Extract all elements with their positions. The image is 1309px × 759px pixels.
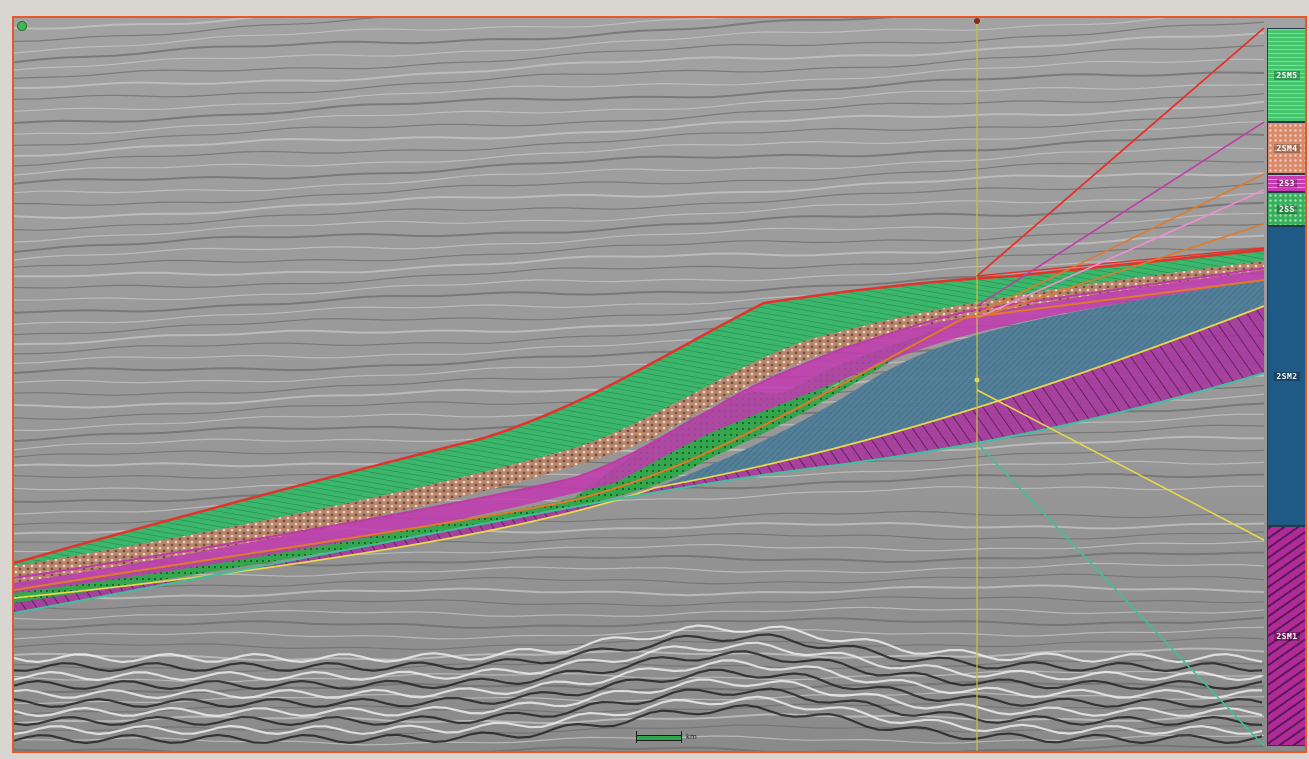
seismic-reflector: [14, 100, 1265, 157]
basement-reflector: [14, 659, 1263, 700]
horizon-top-red[interactable]: [14, 248, 1265, 565]
strat-unit-2sm5[interactable]: 2SM5: [1267, 28, 1305, 122]
basement-reflector: [14, 678, 1263, 718]
seismic-reflector: [14, 637, 1265, 651]
strat-unit-label: 2SM1: [1274, 631, 1300, 641]
seismic-reflector: [14, 744, 1265, 751]
tie-line-teal: [976, 442, 1265, 747]
seismic-reflector: [14, 71, 1265, 124]
seismic-reflector: [14, 192, 1265, 243]
seismic-reflector: [14, 45, 1265, 100]
unit-2sm5-polygon[interactable]: [14, 248, 1264, 566]
seismic-reflector: [14, 596, 1265, 610]
tie-line-red-2: [976, 247, 1265, 277]
seismic-reflector: [14, 121, 1265, 176]
unit-2sm4-polygon[interactable]: [14, 261, 1264, 583]
seismic-reflector: [14, 647, 1265, 662]
strat-unit-2sm1[interactable]: 2SM1: [1267, 526, 1305, 746]
scale-bar-unit: km: [686, 733, 697, 741]
tie-line-orange: [976, 173, 1265, 315]
seismic-reflector: [14, 93, 1265, 146]
strat-unit-2sm2[interactable]: 2SM2: [1267, 226, 1305, 526]
tie-line-yellow: [976, 389, 1265, 541]
strat-unit-label: 2SM2: [1274, 371, 1300, 381]
seismic-reflector: [14, 212, 1265, 261]
scale-bar-segment: [636, 735, 682, 741]
horizon-orange[interactable]: [14, 279, 1265, 591]
strat-unit-label: 2S3: [1277, 178, 1297, 188]
basement-reflector: [14, 687, 1263, 727]
seismic-reflector: [14, 573, 1265, 588]
seismic-reflector: [14, 32, 1265, 89]
basement-reflector: [14, 668, 1263, 709]
seismic-reflector: [14, 691, 1265, 705]
seismic-reflector: [14, 58, 1265, 112]
seismic-reflector: [14, 159, 1265, 206]
seismic-reflector: [14, 83, 1265, 135]
basement-reflector: [14, 641, 1263, 682]
seismic-reflector: [14, 260, 1265, 301]
scale-bar-tick-right: [681, 731, 682, 743]
seismic-reflector: [14, 606, 1265, 621]
seismic-reflector: [14, 626, 1265, 640]
seismic-reflector: [14, 18, 1168, 71]
seismic-reflector: [14, 18, 726, 54]
tie-line-pink: [976, 189, 1265, 319]
seismic-reflector: [14, 21, 1265, 79]
tie-line-red: [976, 27, 1265, 277]
seismic-reflector: [14, 201, 1265, 253]
scale-bar-icon: km: [636, 731, 697, 743]
seismic-reflector: [14, 616, 1265, 631]
seismic-reflector: [14, 133, 1265, 185]
seismic-section-frame: 2SM5 2SM4 2S3 2SS 2SM2 2SM1 km: [12, 16, 1307, 753]
strat-unit-label: 2SM4: [1274, 143, 1300, 153]
tie-line-magenta: [976, 121, 1265, 307]
stratigraphic-column: 2SM5 2SM4 2S3 2SS 2SM2 2SM1: [1267, 28, 1305, 746]
tie-line-orange-2: [976, 223, 1265, 319]
seismic-reflector: [14, 724, 1265, 735]
seismic-reflector: [14, 234, 1265, 278]
strat-unit-2s3[interactable]: 2S3: [1267, 174, 1305, 192]
seismic-reflector: [14, 18, 255, 30]
seismic-reflector: [14, 110, 1265, 167]
basement-reflectors: [14, 624, 1263, 745]
horizon-teal-base[interactable]: [14, 372, 1265, 614]
unit-2sm2-polygon[interactable]: [654, 280, 1264, 488]
horizon-magenta[interactable]: [14, 267, 1265, 579]
origin-marker-icon: [17, 21, 27, 31]
seismic-reflector: [14, 584, 1265, 600]
seismic-reflector: [14, 680, 1265, 694]
basement-reflector: [14, 704, 1263, 745]
strat-unit-label: 2SS: [1277, 204, 1297, 214]
seismic-reflector: [14, 172, 1265, 220]
seismic-reflector: [14, 18, 992, 64]
well-mid-marker[interactable]: [974, 377, 980, 383]
strat-unit-2sm4[interactable]: 2SM4: [1267, 122, 1305, 174]
seismic-reflector: [14, 659, 1265, 673]
strat-unit-label: 2SM5: [1274, 70, 1300, 80]
seismic-reflector: [14, 146, 1265, 194]
seismic-reflector: [14, 223, 1265, 268]
basement-reflector: [14, 650, 1263, 691]
basement-reflector: [14, 695, 1263, 736]
basement-reflector: [14, 624, 1263, 664]
seismic-reflector: [14, 182, 1265, 231]
seismic-reflector: [14, 247, 1265, 289]
strat-unit-2ss[interactable]: 2SS: [1267, 192, 1305, 226]
seismic-reflector: [14, 18, 380, 42]
seismic-section: [14, 18, 1305, 751]
well-top-marker[interactable]: [974, 18, 980, 24]
basement-reflector: [14, 633, 1263, 673]
